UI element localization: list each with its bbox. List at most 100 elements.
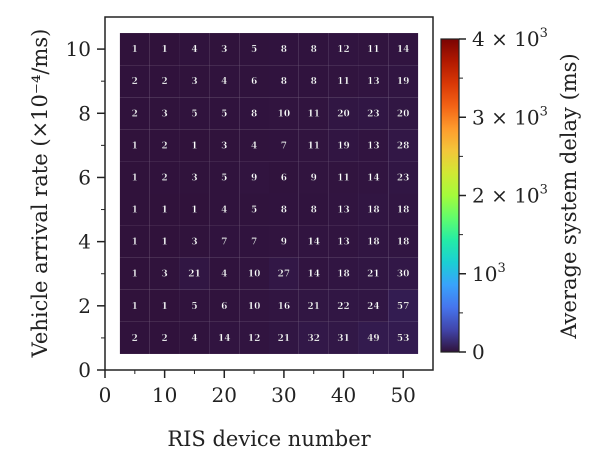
cell-value-label: 9 (251, 173, 257, 183)
heatmap-cell (269, 289, 299, 322)
x-tick-label: 50 (390, 383, 415, 407)
heatmap-cell (298, 193, 329, 226)
cell-value-label: 9 (311, 173, 317, 183)
x-tick-label: 20 (212, 383, 237, 407)
cell-value-label: 14 (307, 270, 320, 280)
cell-value-label: 5 (221, 109, 227, 119)
heatmap-cell (358, 97, 389, 130)
cell-value-label: 1 (132, 45, 138, 55)
cell-value-label: 5 (221, 173, 227, 183)
cell-value-label: 1 (162, 206, 168, 216)
heatmap-cell (119, 129, 150, 162)
heatmap-cell (149, 257, 180, 290)
heatmap-cell (388, 129, 419, 162)
heatmap-cell (298, 321, 329, 354)
cell-value-label: 6 (221, 302, 227, 312)
cell-value-label: 1 (132, 302, 138, 312)
colorbar-title: Average system delay (ms) (557, 53, 581, 339)
heatmap-cell (239, 161, 269, 194)
cell-value-label: 11 (337, 77, 350, 87)
x-tick-label: 10 (152, 383, 177, 407)
heatmap-cell (269, 321, 299, 354)
cell-value-label: 5 (191, 109, 197, 119)
heatmap-cell (239, 289, 269, 322)
heatmap-cell (179, 161, 210, 194)
cell-value-label: 8 (281, 206, 287, 216)
heatmap-cell (328, 225, 359, 258)
heatmap-cell (239, 33, 269, 66)
cell-value-label: 2 (132, 334, 138, 344)
heatmap-cell (269, 161, 299, 194)
heatmap-cell (298, 289, 329, 322)
cell-value-label: 21 (278, 334, 291, 344)
cell-value-label: 19 (397, 77, 410, 87)
cell-value-label: 1 (132, 173, 138, 183)
heatmap-cell (328, 33, 359, 66)
colorbar-tick-label: 4 × 103 (472, 26, 548, 51)
cell-value-label: 2 (132, 77, 138, 87)
heatmap-cell (358, 321, 389, 354)
heatmap-cell (209, 65, 240, 98)
heatmap-cell (298, 33, 329, 66)
y-tick-label: 2 (78, 294, 91, 318)
heatmap-cell (328, 97, 359, 130)
heatmap-cell (179, 225, 210, 258)
heatmap-cell (209, 97, 240, 130)
y-axis-title: Vehicle arrival rate (×10⁻⁴/ms) (28, 29, 52, 359)
heatmap-cell (328, 65, 359, 98)
heatmap-cell (269, 225, 299, 258)
heatmap-cells (119, 33, 419, 354)
cell-value-label: 8 (251, 109, 257, 119)
heatmap-cell (179, 65, 210, 98)
heatmap-cell (269, 97, 299, 130)
cell-value-label: 53 (397, 334, 410, 344)
cell-value-label: 1 (132, 238, 138, 248)
cell-value-label: 13 (337, 206, 350, 216)
y-tick-label: 0 (78, 358, 91, 382)
heatmap-cell (358, 65, 389, 98)
cell-value-label: 1 (162, 45, 168, 55)
cell-value-label: 4 (251, 141, 257, 151)
heatmap-cell (358, 257, 389, 290)
heatmap-cell (298, 257, 329, 290)
heatmap-cell (269, 65, 299, 98)
heatmap-cell (239, 193, 269, 226)
heatmap-cell (119, 65, 150, 98)
heatmap-cell (119, 321, 150, 354)
cell-value-label: 31 (337, 334, 350, 344)
cell-value-label: 1 (132, 270, 138, 280)
heatmap-cell (328, 129, 359, 162)
x-axis: 0 10 20 30 40 50 (99, 370, 416, 407)
x-tick-label: 40 (331, 383, 356, 407)
heatmap-cell (239, 65, 269, 98)
heatmap-cell (179, 97, 210, 130)
heatmap-cell (209, 289, 240, 322)
cell-value-label: 7 (221, 238, 227, 248)
cell-value-label: 8 (311, 77, 317, 87)
heatmap-cell (328, 193, 359, 226)
plot-frame (104, 16, 434, 371)
colorbar-tick-label: 103 (472, 261, 506, 286)
cell-value-label: 14 (307, 238, 320, 248)
cell-value-label: 18 (367, 206, 380, 216)
cell-value-label: 14 (367, 173, 380, 183)
y-tick-label: 4 (78, 230, 91, 254)
y-axis: 0 2 4 6 8 10 (66, 37, 105, 382)
heatmap-cell (209, 321, 240, 354)
cell-value-label: 3 (191, 77, 197, 87)
cell-value-label: 14 (397, 45, 410, 55)
heatmap-cell (209, 257, 240, 290)
cell-value-label: 3 (162, 270, 168, 280)
cell-value-label: 4 (191, 45, 197, 55)
cell-value-label: 30 (397, 270, 410, 280)
cell-value-label: 9 (281, 238, 287, 248)
heatmap-cell (388, 225, 419, 258)
cell-value-label: 1 (132, 141, 138, 151)
heatmap-cell (298, 97, 329, 130)
cell-value-label: 32 (307, 334, 320, 344)
heatmap-cell (119, 257, 150, 290)
heatmap-cell (119, 193, 150, 226)
heatmap-cell (328, 161, 359, 194)
cell-value-label: 49 (367, 334, 380, 344)
